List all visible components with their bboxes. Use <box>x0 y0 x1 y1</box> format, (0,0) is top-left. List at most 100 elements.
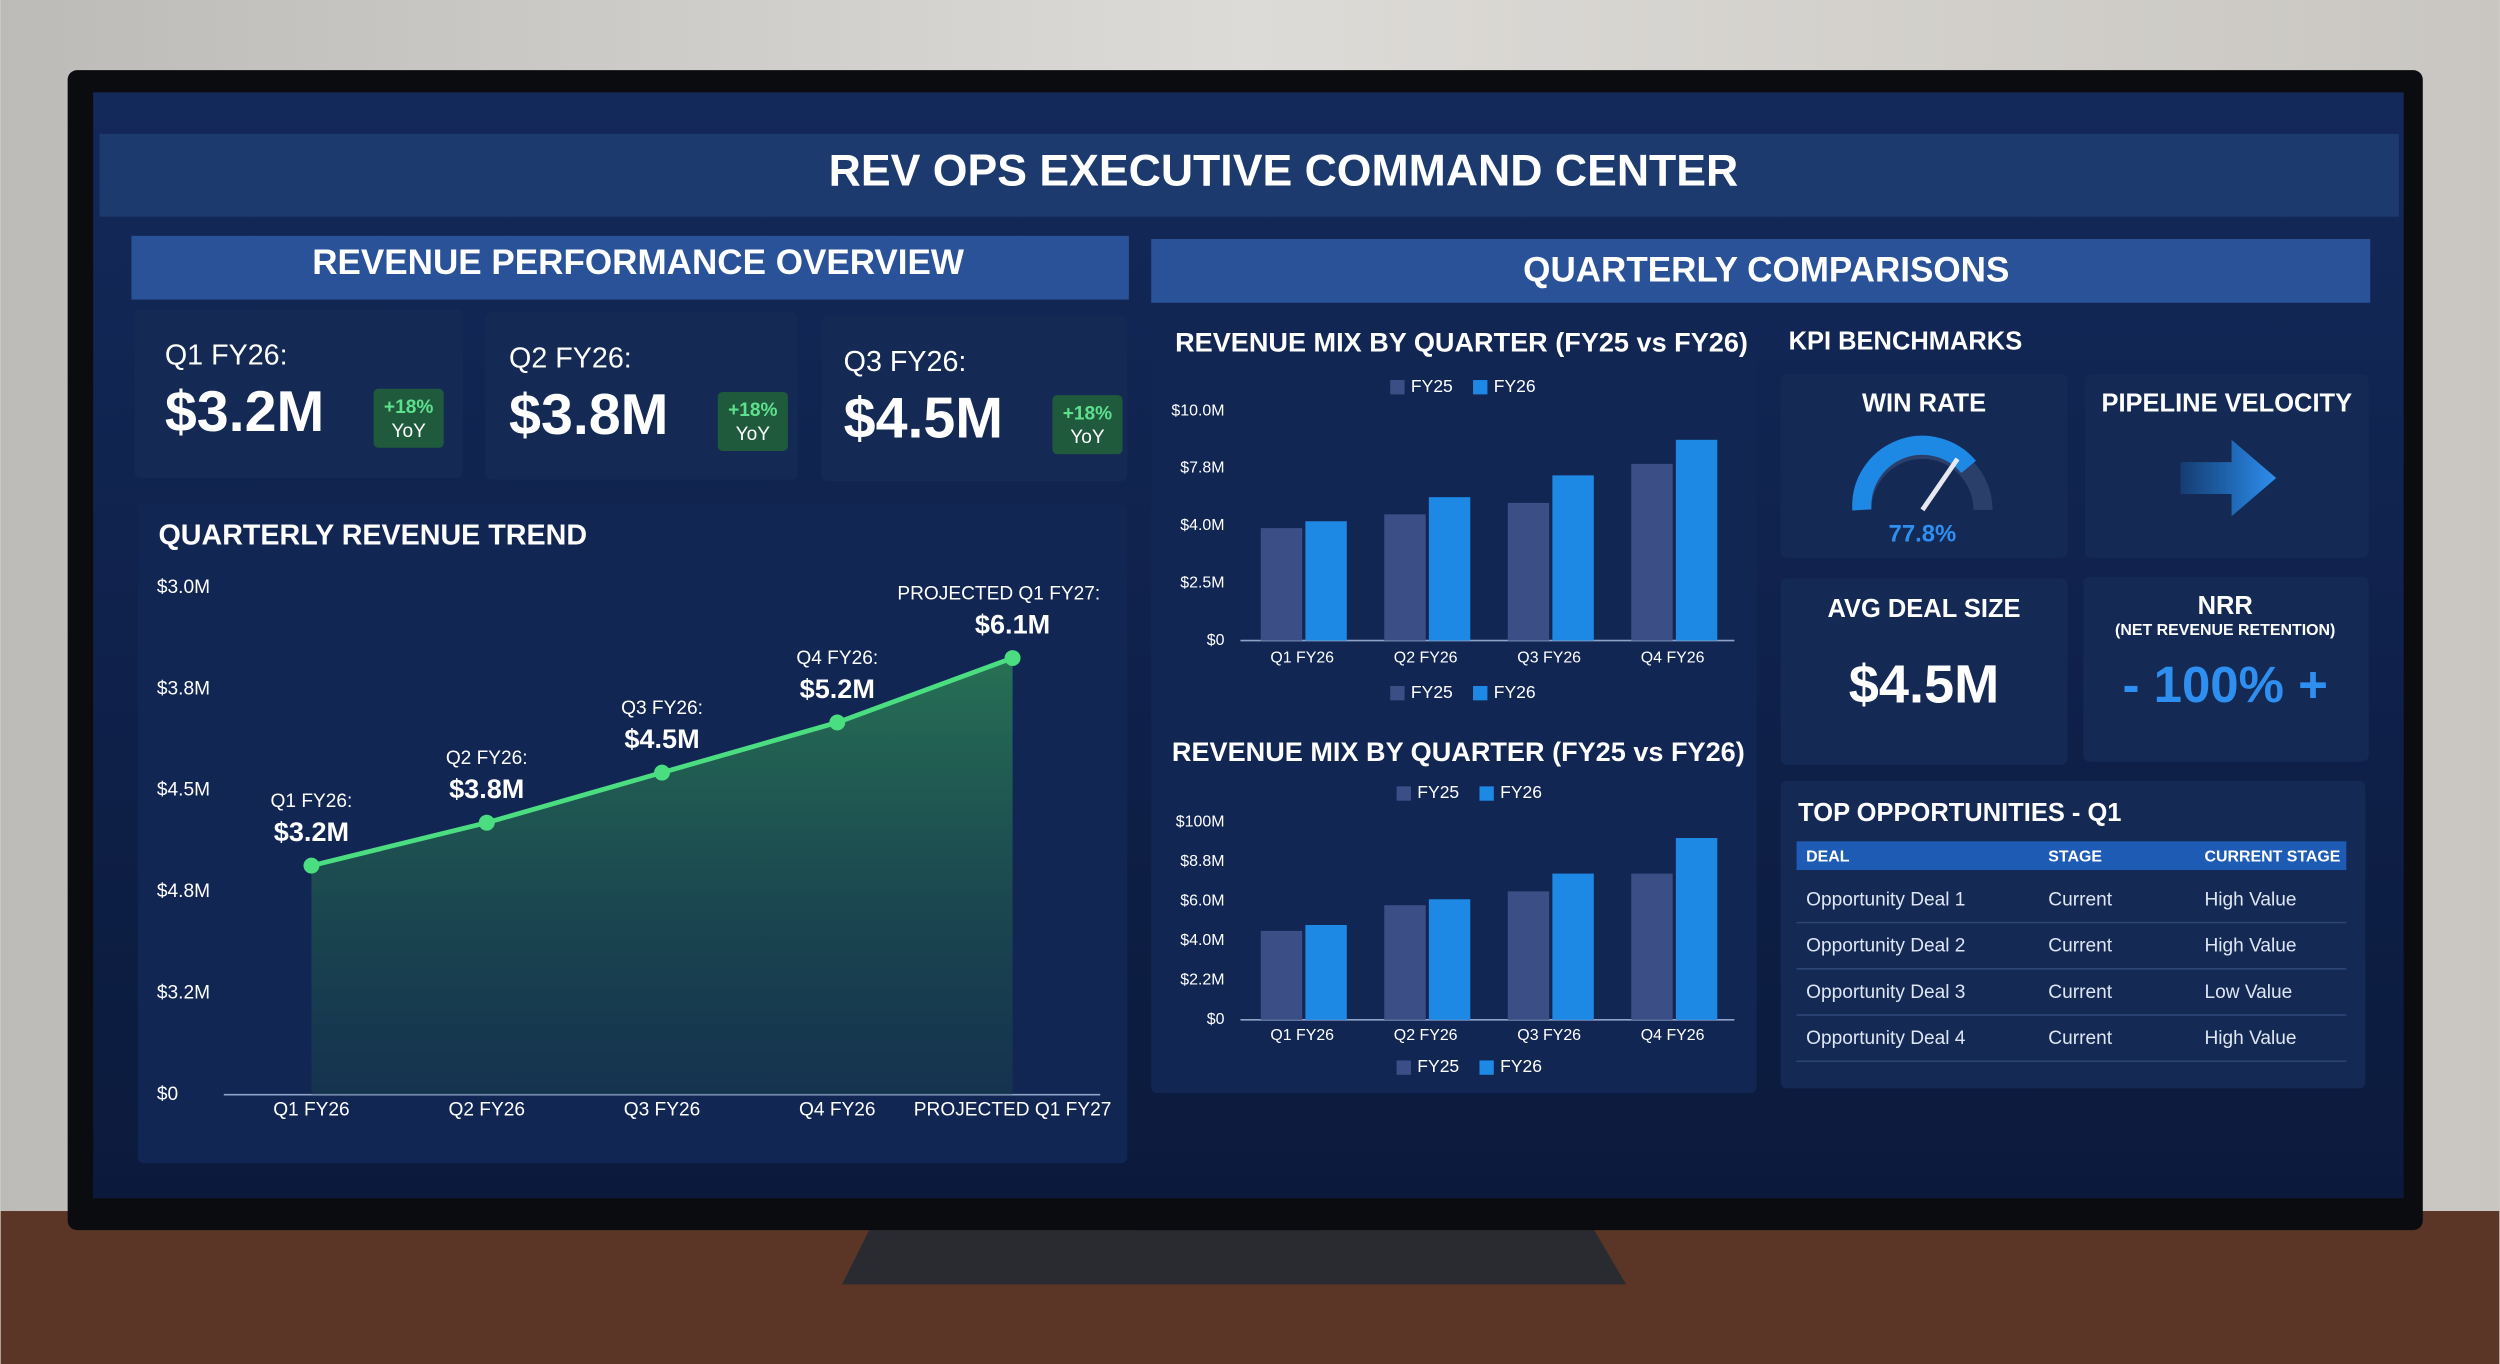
y-axis-label: $4.8M <box>157 881 210 902</box>
y-axis-label: $100M <box>1176 813 1225 830</box>
x-tick-label: Q3 FY26 <box>1517 1027 1581 1044</box>
point <box>478 814 495 831</box>
point-label: PROJECTED Q1 FY27: <box>897 583 1100 604</box>
kpi-value: 77.8% <box>1889 521 1957 548</box>
monitor-base <box>842 1230 1627 1285</box>
y-axis-label: $8.8M <box>1180 853 1224 870</box>
table-header: DEAL <box>1806 848 1850 865</box>
bar <box>1260 528 1303 641</box>
bar <box>1631 873 1673 1020</box>
legend-swatch <box>1479 786 1494 801</box>
table-cell: Current <box>2048 1028 2112 1049</box>
section-header <box>1151 239 2371 303</box>
bar <box>1384 905 1426 1020</box>
table-cell: Opportunity Deal 2 <box>1806 936 1965 957</box>
dashboard-title: REV OPS EXECUTIVE COMMAND CENTER <box>829 146 1739 195</box>
x-tick-label: Q2 FY26 <box>1394 649 1458 666</box>
kpi-label: PIPELINE VELOCITY <box>2101 389 2352 417</box>
section-title: REVENUE PERFORMANCE OVERVIEW <box>312 243 965 282</box>
x-tick-label: Q3 FY26 <box>624 1100 700 1121</box>
y-axis-label: $4.5M <box>157 780 210 801</box>
table-cell: Current <box>2048 936 2112 957</box>
kpi-change-label: YoY <box>1070 427 1105 448</box>
kpi-value: $3.2M <box>165 380 324 444</box>
gauge-arc <box>1852 435 1976 511</box>
kpi-label: AVG DEAL SIZE <box>1828 595 2021 623</box>
table-cell: Opportunity Deal 3 <box>1806 982 1965 1003</box>
kpi-value: $4.5M <box>1849 655 2000 715</box>
y-axis-label: $0 <box>1207 1011 1225 1028</box>
y-axis-label: $4.0M <box>1180 517 1224 534</box>
y-axis-label: $3.2M <box>157 982 210 1003</box>
kpi-change: +18% <box>1063 403 1112 424</box>
kpi-value: $4.5M <box>844 386 1003 450</box>
legend-label: FY26 <box>1500 1056 1542 1076</box>
kpi-sublabel: (NET REVENUE RETENTION) <box>2115 622 2335 639</box>
bar <box>1552 873 1594 1020</box>
y-axis-label: $4.0M <box>1180 932 1224 949</box>
legend-swatch <box>1479 1060 1494 1075</box>
change-badge <box>717 391 788 451</box>
point <box>654 764 670 781</box>
change-badge <box>1052 395 1123 455</box>
chart-panel <box>1151 312 1757 1094</box>
bar <box>1552 475 1594 641</box>
bar <box>1428 899 1471 1020</box>
table-cell: Current <box>2048 982 2112 1003</box>
kpi-change: +18% <box>728 400 777 421</box>
y-axis-label: $2.5M <box>1180 574 1224 591</box>
y-axis-label: $3.0M <box>157 577 210 598</box>
bar <box>1507 502 1550 641</box>
kpi-label: Q2 FY26: <box>509 343 632 375</box>
value-label: $3.2M <box>274 816 349 847</box>
legend-label: FY25 <box>1417 1056 1459 1076</box>
kpi-value: $3.8M <box>509 383 668 447</box>
section-title: QUARTERLY COMPARISONS <box>1523 251 2009 290</box>
kpi-card <box>2083 576 2369 762</box>
legend-label: FY26 <box>1494 682 1536 702</box>
legend-swatch <box>1390 685 1405 701</box>
legend-label: FY26 <box>1494 376 1536 396</box>
legend-label: FY25 <box>1411 376 1453 396</box>
y-axis-label: $7.8M <box>1180 460 1224 477</box>
x-tick-label: Q1 FY26 <box>1270 1027 1334 1044</box>
legend-label: FY25 <box>1411 682 1453 702</box>
table-header: CURRENT STAGE <box>2204 848 2340 865</box>
x-tick-label: Q2 FY26 <box>448 1100 524 1121</box>
table-cell: High Value <box>2204 1028 2296 1049</box>
legend-swatch <box>1473 685 1488 701</box>
legend-label: FY26 <box>1500 782 1542 802</box>
table-cell: Low Value <box>2204 982 2292 1003</box>
x-tick-label: Q4 FY26 <box>1641 1027 1705 1044</box>
chart-title: QUARTERLY REVENUE TREND <box>158 520 587 552</box>
kpi-card <box>1780 578 2068 765</box>
kpi-change-label: YoY <box>391 421 426 442</box>
point-label: Q1 FY26: <box>271 791 353 812</box>
table-title: TOP OPPORTUNITIES - Q1 <box>1798 799 2121 827</box>
kpi-change: +18% <box>384 397 433 418</box>
table-header-row <box>1796 841 2347 871</box>
point-label: Q2 FY26: <box>446 748 528 769</box>
bar <box>1631 463 1673 641</box>
value-label: $4.5M <box>624 723 699 754</box>
bar <box>1305 924 1347 1020</box>
kpi-label: NRR <box>2198 592 2253 620</box>
section-header <box>131 235 1129 300</box>
point <box>303 857 320 874</box>
point-label: Q4 FY26: <box>796 648 878 669</box>
bar <box>1507 891 1550 1020</box>
value-label: $6.1M <box>975 608 1050 639</box>
y-axis-label: $2.2M <box>1180 971 1224 988</box>
table-cell: Opportunity Deal 1 <box>1806 889 1965 910</box>
x-tick-label: Q4 FY26 <box>799 1100 875 1121</box>
point <box>1004 650 1021 667</box>
table-header: STAGE <box>2048 848 2102 865</box>
legend-swatch <box>1396 786 1411 801</box>
table-cell: High Value <box>2204 889 2296 910</box>
velocity-arrow <box>2180 439 2277 517</box>
chart-title: REVENUE MIX BY QUARTER (FY25 vs FY26) <box>1172 736 1745 767</box>
y-axis-label: $0 <box>1207 632 1225 649</box>
x-tick-label: Q1 FY26 <box>273 1100 349 1121</box>
change-badge <box>373 388 444 448</box>
